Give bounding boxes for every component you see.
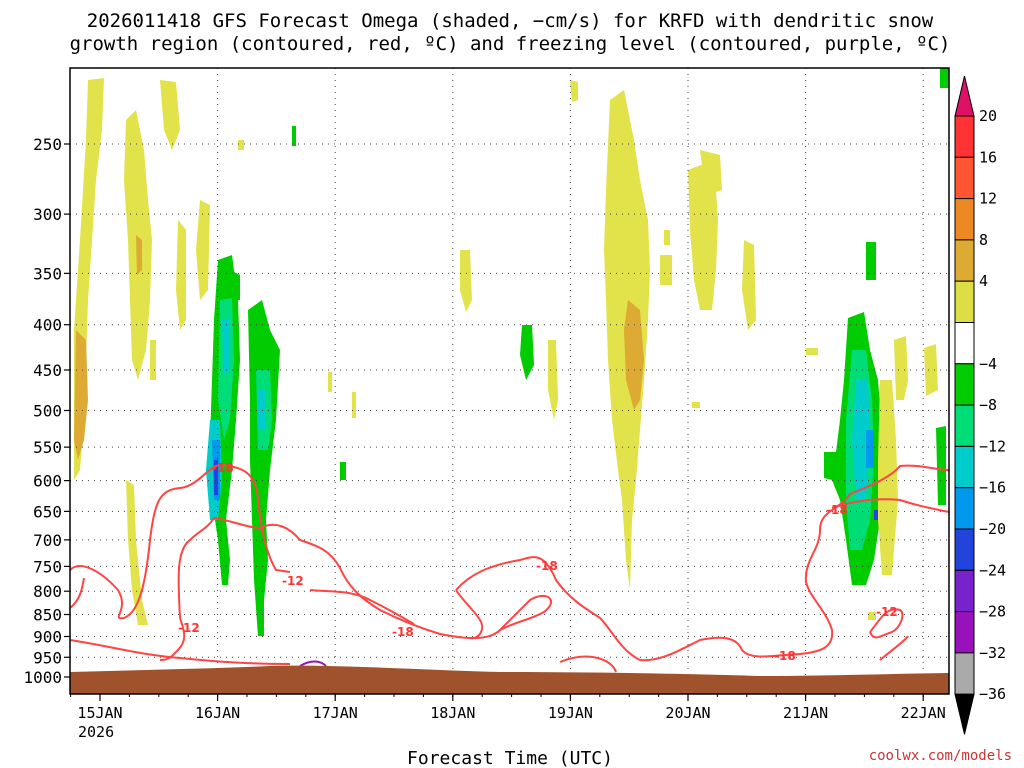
y-tick-label: 450 xyxy=(33,361,62,380)
freezing-level-contour xyxy=(299,660,327,667)
x-tick-label: 18JAN xyxy=(430,704,475,722)
plot-area xyxy=(70,68,949,694)
colorbar-swatch xyxy=(954,198,975,241)
y-tick-label: 250 xyxy=(33,135,62,154)
colorbar-bottom-arrow xyxy=(954,693,975,735)
credit: coolwx.com/models xyxy=(869,748,1012,764)
terrain xyxy=(70,665,949,694)
x-tick-label: 19JAN xyxy=(548,704,593,722)
colorbar-label: −8 xyxy=(979,396,997,414)
colorbar-swatch xyxy=(954,156,975,200)
colorbar-label: −28 xyxy=(979,603,1006,621)
colorbar-label: 4 xyxy=(979,272,988,290)
contour-labels: -18 -12 -12 -18 -18 -18 -18 -12 xyxy=(178,461,898,663)
y-tick-label: 500 xyxy=(33,402,62,421)
x-tick-label: 16JAN xyxy=(195,704,240,722)
colorbar-swatch xyxy=(954,569,975,613)
colorbar-swatch xyxy=(954,115,975,158)
y-tick-label: 900 xyxy=(33,627,62,646)
x-axis: 15JAN 16JAN 17JAN 18JAN 19JAN 20JAN 21JAN 22JAN xyxy=(70,694,946,722)
colorbar-swatch xyxy=(954,611,975,654)
contour-label: -18 xyxy=(212,461,234,475)
x-tick-sublabel: 2026 xyxy=(78,723,114,741)
colorbar-label: −32 xyxy=(979,644,1006,662)
colorbar-swatch xyxy=(954,528,975,571)
grid xyxy=(70,68,949,694)
colorbar-swatch xyxy=(954,363,975,406)
colorbar-swatch xyxy=(954,239,975,282)
contour-label: -12 xyxy=(876,605,898,619)
colorbar: 20 16 12 8 4 −4 −8 −12 −16 −20 −24 −28 −32 −36 xyxy=(954,75,1006,735)
y-tick-label: 1000 xyxy=(23,668,62,687)
y-tick-label: 700 xyxy=(33,531,62,550)
colorbar-swatch xyxy=(954,280,975,324)
y-tick-label: 750 xyxy=(33,557,62,576)
y-tick-label: 650 xyxy=(33,502,62,521)
contour-label: -18 xyxy=(536,559,558,573)
colorbar-swatch xyxy=(954,445,975,489)
dendritic-contours xyxy=(69,463,950,673)
x-tick-label: 20JAN xyxy=(665,704,710,722)
colorbar-label: −16 xyxy=(979,479,1006,497)
x-tick-label: 21JAN xyxy=(783,704,828,722)
x-axis-label: Forecast Time (UTC) xyxy=(407,748,613,768)
y-tick-label: 600 xyxy=(33,472,62,491)
contour-label: -18 xyxy=(774,649,796,663)
colorbar-label: −4 xyxy=(979,355,997,373)
contour-label: -18 xyxy=(392,625,414,639)
y-axis: 250 300 350 400 450 500 550 600 650 700 750 800 850 9… xyxy=(23,135,70,687)
y-tick-label: 850 xyxy=(33,606,62,625)
colorbar-label: 8 xyxy=(979,231,988,249)
colorbar-swatch xyxy=(954,404,975,447)
contour-label: -12 xyxy=(178,621,200,635)
y-tick-label: 800 xyxy=(33,582,62,601)
colorbar-swatch xyxy=(954,322,975,365)
colorbar-label: −12 xyxy=(979,437,1006,455)
plot-frame xyxy=(69,67,950,695)
colorbar-label: −36 xyxy=(979,685,1006,703)
omega-shading xyxy=(74,68,949,636)
contour-label: -12 xyxy=(282,574,304,588)
x-tick-label: 15JAN xyxy=(77,704,122,722)
y-tick-label: 550 xyxy=(33,438,62,457)
x-tick-label: 22JAN xyxy=(901,704,946,722)
colorbar-label: 20 xyxy=(979,107,997,125)
colorbar-swatch xyxy=(954,487,975,530)
y-tick-label: 950 xyxy=(33,648,62,667)
y-tick-label: 350 xyxy=(33,264,62,283)
y-tick-label: 400 xyxy=(33,316,62,335)
x-tick-label: 17JAN xyxy=(313,704,358,722)
colorbar-label: −20 xyxy=(979,520,1006,538)
colorbar-label: −24 xyxy=(979,561,1006,579)
colorbar-label: 16 xyxy=(979,148,997,166)
colorbar-top-arrow xyxy=(954,75,975,117)
colorbar-swatch xyxy=(954,652,975,695)
y-tick-label: 300 xyxy=(33,205,62,224)
chart-title-line2: growth region (contoured, red, ºC) and f… xyxy=(70,33,951,55)
contour-label: -18 xyxy=(826,503,848,517)
colorbar-label: 12 xyxy=(979,190,997,208)
chart-title-line1: 2026011418 GFS Forecast Omega (shaded, −… xyxy=(87,10,934,32)
